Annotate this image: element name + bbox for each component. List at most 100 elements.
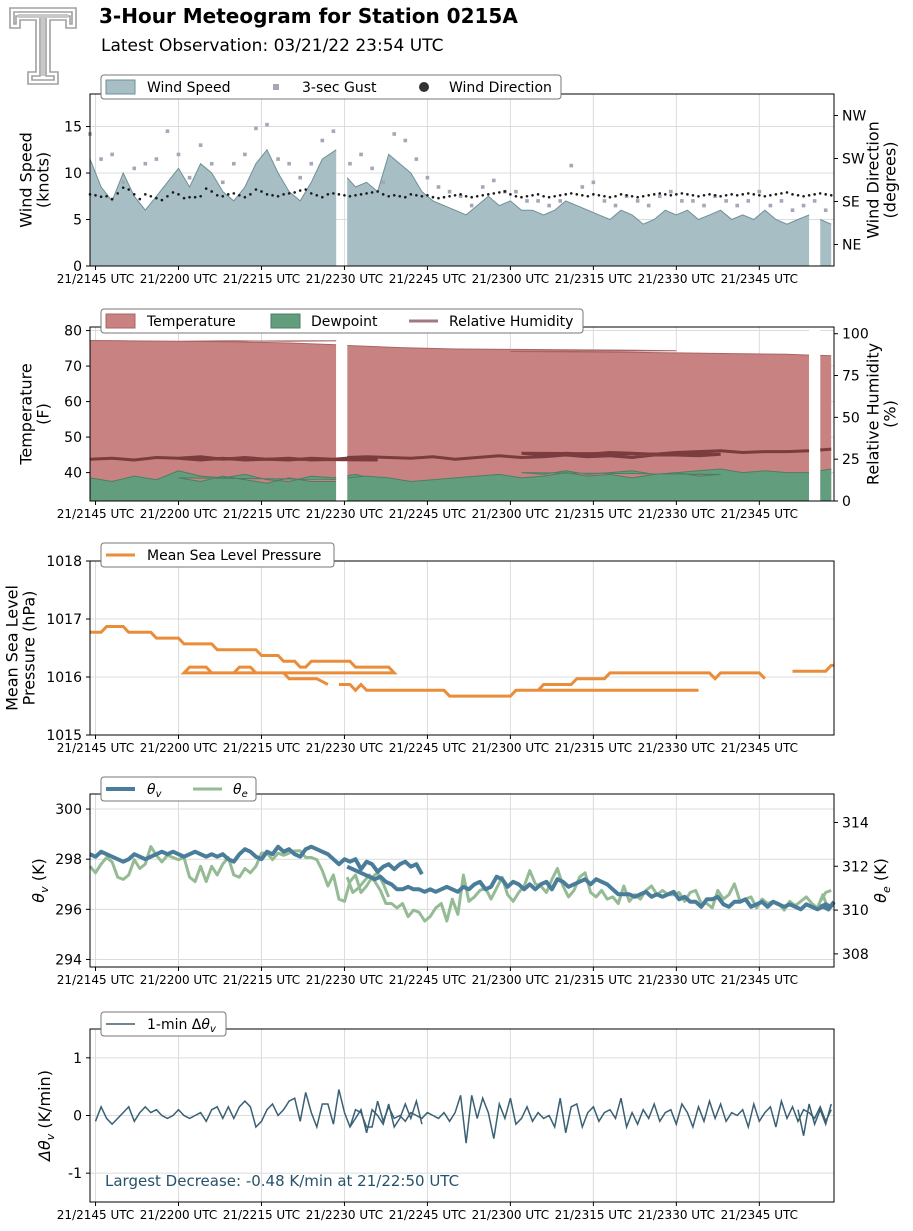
theta-panel-xtick-label: 21/2145 UTC bbox=[57, 973, 134, 987]
wind-panel-ytick-label: 10 bbox=[64, 166, 82, 182]
wind-direction-point bbox=[116, 192, 119, 195]
mslp-ylabel-line: Pressure (hPa) bbox=[20, 591, 39, 706]
wind-panel-ytick-label: 15 bbox=[64, 120, 82, 136]
wind-direction-point bbox=[381, 193, 385, 196]
wind-direction-point bbox=[796, 193, 800, 197]
wind-direction-legend-label: Wind Direction bbox=[449, 80, 552, 96]
wind-direction-point bbox=[641, 194, 645, 198]
wind-direction-point bbox=[824, 193, 828, 196]
theta-panel-y2tick-label: 314 bbox=[842, 815, 869, 831]
thermo-panel-ytick-label: 40 bbox=[64, 466, 82, 482]
wind-direction-point bbox=[121, 186, 125, 189]
temperature-swatch bbox=[105, 313, 136, 329]
wind-direction-point bbox=[525, 194, 529, 198]
gust-point bbox=[746, 199, 751, 203]
gust-point bbox=[187, 175, 192, 180]
wind-direction-point bbox=[553, 194, 556, 198]
thermo-panel-xtick-label: 21/2315 UTC bbox=[555, 507, 632, 521]
wind-direction-point bbox=[697, 194, 700, 198]
wind-direction-point bbox=[409, 193, 413, 196]
gust-point bbox=[735, 203, 739, 208]
mslp-line bbox=[338, 671, 766, 698]
gust-point bbox=[602, 199, 607, 203]
gust-point bbox=[823, 208, 828, 213]
gust-point bbox=[254, 126, 258, 131]
theta-panel-y2tick-label: 308 bbox=[842, 947, 869, 963]
gust-point bbox=[309, 161, 314, 166]
wind-speed-area bbox=[820, 219, 832, 266]
wind-panel-y2tick-label: SW bbox=[842, 152, 865, 168]
wind-panel-xtick-label: 21/2245 UTC bbox=[389, 272, 466, 286]
gust-point bbox=[801, 203, 806, 208]
dtheta-panel-ytick-label: -1 bbox=[68, 1166, 82, 1182]
wind-direction-point bbox=[387, 194, 391, 198]
wind-direction-point bbox=[630, 194, 634, 198]
dewpoint-area-edge bbox=[347, 468, 810, 483]
mslp-panel-xtick-label: 21/2315 UTC bbox=[555, 741, 632, 755]
relative-humidity-legend-label: Relative Humidity bbox=[449, 314, 573, 330]
dtheta-panel-xtick-label: 21/2230 UTC bbox=[306, 1208, 383, 1222]
dewpoint-area bbox=[347, 469, 810, 501]
wind-direction-point bbox=[569, 192, 573, 195]
gust-legend-label: 3-sec Gust bbox=[302, 80, 377, 96]
wind-direction-point bbox=[464, 194, 468, 198]
relative-humidity-ylabel: Relative Humidity(%) bbox=[864, 343, 900, 485]
mslp-panel-xtick-label: 21/2345 UTC bbox=[721, 741, 798, 755]
gust-point bbox=[569, 163, 574, 168]
gust-point bbox=[691, 199, 695, 203]
wind-direction-point bbox=[282, 193, 285, 196]
gust-point bbox=[657, 194, 662, 199]
wind-direction-point bbox=[304, 188, 308, 191]
wind-direction-point bbox=[818, 192, 822, 195]
temperature-ylabel-line: Temperature bbox=[17, 363, 36, 465]
gust-point bbox=[458, 194, 463, 199]
thermo-panel-xtick-label: 21/2145 UTC bbox=[57, 507, 134, 521]
wind-direction-point bbox=[138, 197, 142, 201]
wind-direction-point bbox=[448, 194, 451, 198]
mslp-panel-ytick-label: 1015 bbox=[46, 728, 82, 744]
gust-point bbox=[276, 157, 280, 161]
relative-humidity-ylabel-line: (%) bbox=[881, 400, 900, 428]
wind-direction-point bbox=[271, 193, 274, 197]
wind-direction-point bbox=[486, 193, 490, 196]
dtheta-line bbox=[94, 1089, 423, 1133]
dewpoint-area-edge bbox=[89, 470, 378, 484]
gust-point bbox=[790, 208, 795, 213]
gust-point bbox=[425, 175, 430, 180]
data-gap bbox=[809, 328, 821, 501]
wind-direction-point bbox=[735, 193, 739, 197]
gust-point bbox=[646, 203, 651, 208]
theta-panel-ytick-label: 300 bbox=[55, 802, 82, 818]
wind-direction-point bbox=[326, 193, 330, 196]
gust-point bbox=[558, 199, 562, 203]
wind-panel-ytick-label: 5 bbox=[73, 213, 82, 229]
gust-point bbox=[198, 143, 203, 147]
theta-panel-xtick-label: 21/2330 UTC bbox=[638, 973, 715, 987]
theta-v-line bbox=[89, 844, 424, 876]
relative-humidity-ylabel-line: Relative Humidity bbox=[864, 343, 883, 485]
wind-direction-point bbox=[182, 196, 186, 200]
dtheta-ylabel-text: Δθv (K/min) bbox=[35, 1070, 57, 1163]
wind-direction-point bbox=[260, 190, 263, 193]
wind-direction-point bbox=[321, 195, 324, 199]
theta-panel-ytick-label: 294 bbox=[55, 952, 82, 968]
gust-point bbox=[243, 152, 247, 157]
latest-observation: Latest Observation: 03/21/22 23:54 UTC bbox=[101, 36, 444, 56]
wind-direction-point bbox=[105, 194, 108, 198]
theta-v-line bbox=[346, 864, 836, 912]
gust-point bbox=[132, 166, 137, 171]
wind-direction-point bbox=[238, 193, 241, 197]
thermo-panel-y2tick-label: 100 bbox=[842, 327, 869, 343]
dtheta-panel-ytick-label: 1 bbox=[73, 1051, 82, 1067]
wind-direction-swatch bbox=[419, 82, 429, 92]
wind-direction-point bbox=[708, 193, 711, 196]
gust-point bbox=[220, 180, 225, 185]
wind-panel-xtick-label: 21/2315 UTC bbox=[555, 272, 632, 286]
mslp-panel-xtick-label: 21/2200 UTC bbox=[140, 741, 217, 755]
wind-direction-point bbox=[785, 191, 789, 194]
wind-speed-area-edge bbox=[346, 153, 810, 225]
wind-direction-point bbox=[780, 192, 783, 195]
wind-direction-point bbox=[226, 193, 230, 196]
wind-speed-area bbox=[347, 154, 810, 266]
theta-panel-xtick-label: 21/2215 UTC bbox=[223, 973, 300, 987]
